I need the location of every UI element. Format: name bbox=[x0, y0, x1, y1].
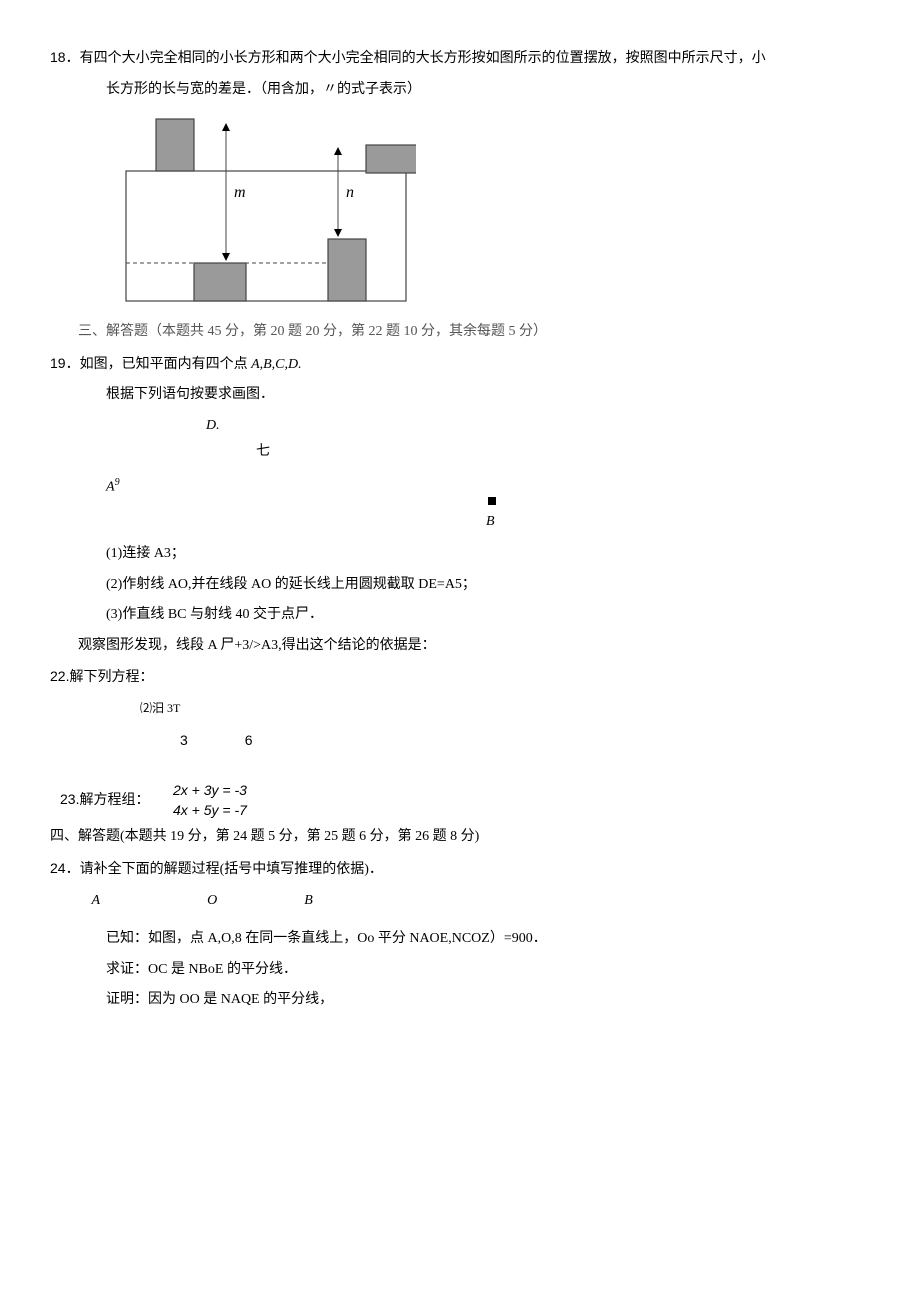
q23-text: 解方程组： bbox=[79, 793, 149, 808]
point-D: D. bbox=[206, 413, 220, 440]
q18-line2: 长方形的长与宽的差是．（用含加，〃的式子表示） bbox=[50, 77, 870, 104]
section3-title: 三、解答题（本题共 45 分，第 20 题 20 分，第 22 题 10 分，其… bbox=[78, 319, 870, 346]
q18-figure: mn bbox=[106, 111, 870, 311]
point-B-dot bbox=[488, 497, 496, 505]
q19-sub3: (3)作直线 BC 与射线 40 交于点尸． bbox=[50, 602, 870, 629]
q19-text: ．如图，已知平面内有四个点 bbox=[66, 357, 252, 372]
point-B: B bbox=[486, 509, 495, 536]
aob-O: O bbox=[207, 888, 217, 915]
q24-line4: 证明：因为 OO 是 NAQE 的平分线， bbox=[50, 987, 870, 1014]
svg-text:n: n bbox=[346, 184, 354, 201]
section4-title: 四、解答题(本题共 19 分，第 24 题 5 分，第 25 题 6 分，第 2… bbox=[50, 824, 870, 851]
q24-line2: 已知：如图，点 A,O,8 在同一条直线上，Oo 平分 NAOE,NCOZ）=9… bbox=[50, 926, 870, 953]
q22-text: 解下列方程： bbox=[69, 670, 153, 685]
q22-eq-bot: 3 6 bbox=[50, 727, 870, 756]
q18-text1: ．有四个大小完全相同的小长方形和两个大小完全相同的大长方形按如图所示的位置摆放，… bbox=[66, 51, 766, 66]
q23-eq1: 2x + 3y = -3 bbox=[173, 781, 247, 801]
q23-number: 23. bbox=[60, 791, 79, 807]
q24-line3: 求证：OC 是 NBoE 的平分线． bbox=[50, 957, 870, 984]
aob-A: A bbox=[92, 888, 101, 915]
q19-line2: 根据下列语句按要求画图． bbox=[50, 382, 870, 409]
q19-number: 19 bbox=[50, 355, 66, 371]
q22-line: 22.解下列方程： bbox=[50, 663, 870, 692]
q19-points-diagram: D. 七 A9 B bbox=[106, 413, 870, 533]
q24-line1: 24．请补全下面的解题过程(括号中填写推理的依据)． bbox=[50, 855, 870, 884]
q24-text: ．请补全下面的解题过程(括号中填写推理的依据)． bbox=[66, 862, 383, 877]
q22-number: 22. bbox=[50, 668, 69, 684]
q18-line1: 18．有四个大小完全相同的小长方形和两个大小完全相同的大长方形按如图所示的位置摆… bbox=[50, 44, 870, 73]
aob-B: B bbox=[304, 888, 313, 915]
q19-obs: 观察图形发现，线段 A 尸+3/>A3,得出这个结论的依据是： bbox=[50, 633, 870, 660]
svg-text:m: m bbox=[234, 184, 246, 201]
q18-number: 18 bbox=[50, 49, 66, 65]
q22-eq-top: ⑵汨 3T bbox=[50, 696, 870, 723]
point-A: A9 bbox=[106, 473, 120, 501]
point-C: 七 bbox=[256, 439, 270, 466]
q23-equations: 2x + 3y = -3 4x + 5y = -7 bbox=[173, 781, 247, 820]
q19-line1: 19．如图，已知平面内有四个点 A,B,C,D. bbox=[50, 350, 870, 379]
q19-points-text: A,B,C,D. bbox=[251, 357, 302, 372]
q24-number: 24 bbox=[50, 860, 66, 876]
q23-eq2: 4x + 5y = -7 bbox=[173, 801, 247, 821]
q19-sub1: (1)连接 A3； bbox=[50, 541, 870, 568]
q24-aob-diagram: A O B bbox=[50, 888, 870, 915]
q19-sub2: (2)作射线 AO,并在线段 AO 的延长线上用圆规截取 DE=A5； bbox=[50, 572, 870, 599]
q23-line: 23.解方程组： 2x + 3y = -3 4x + 5y = -7 bbox=[50, 781, 870, 820]
